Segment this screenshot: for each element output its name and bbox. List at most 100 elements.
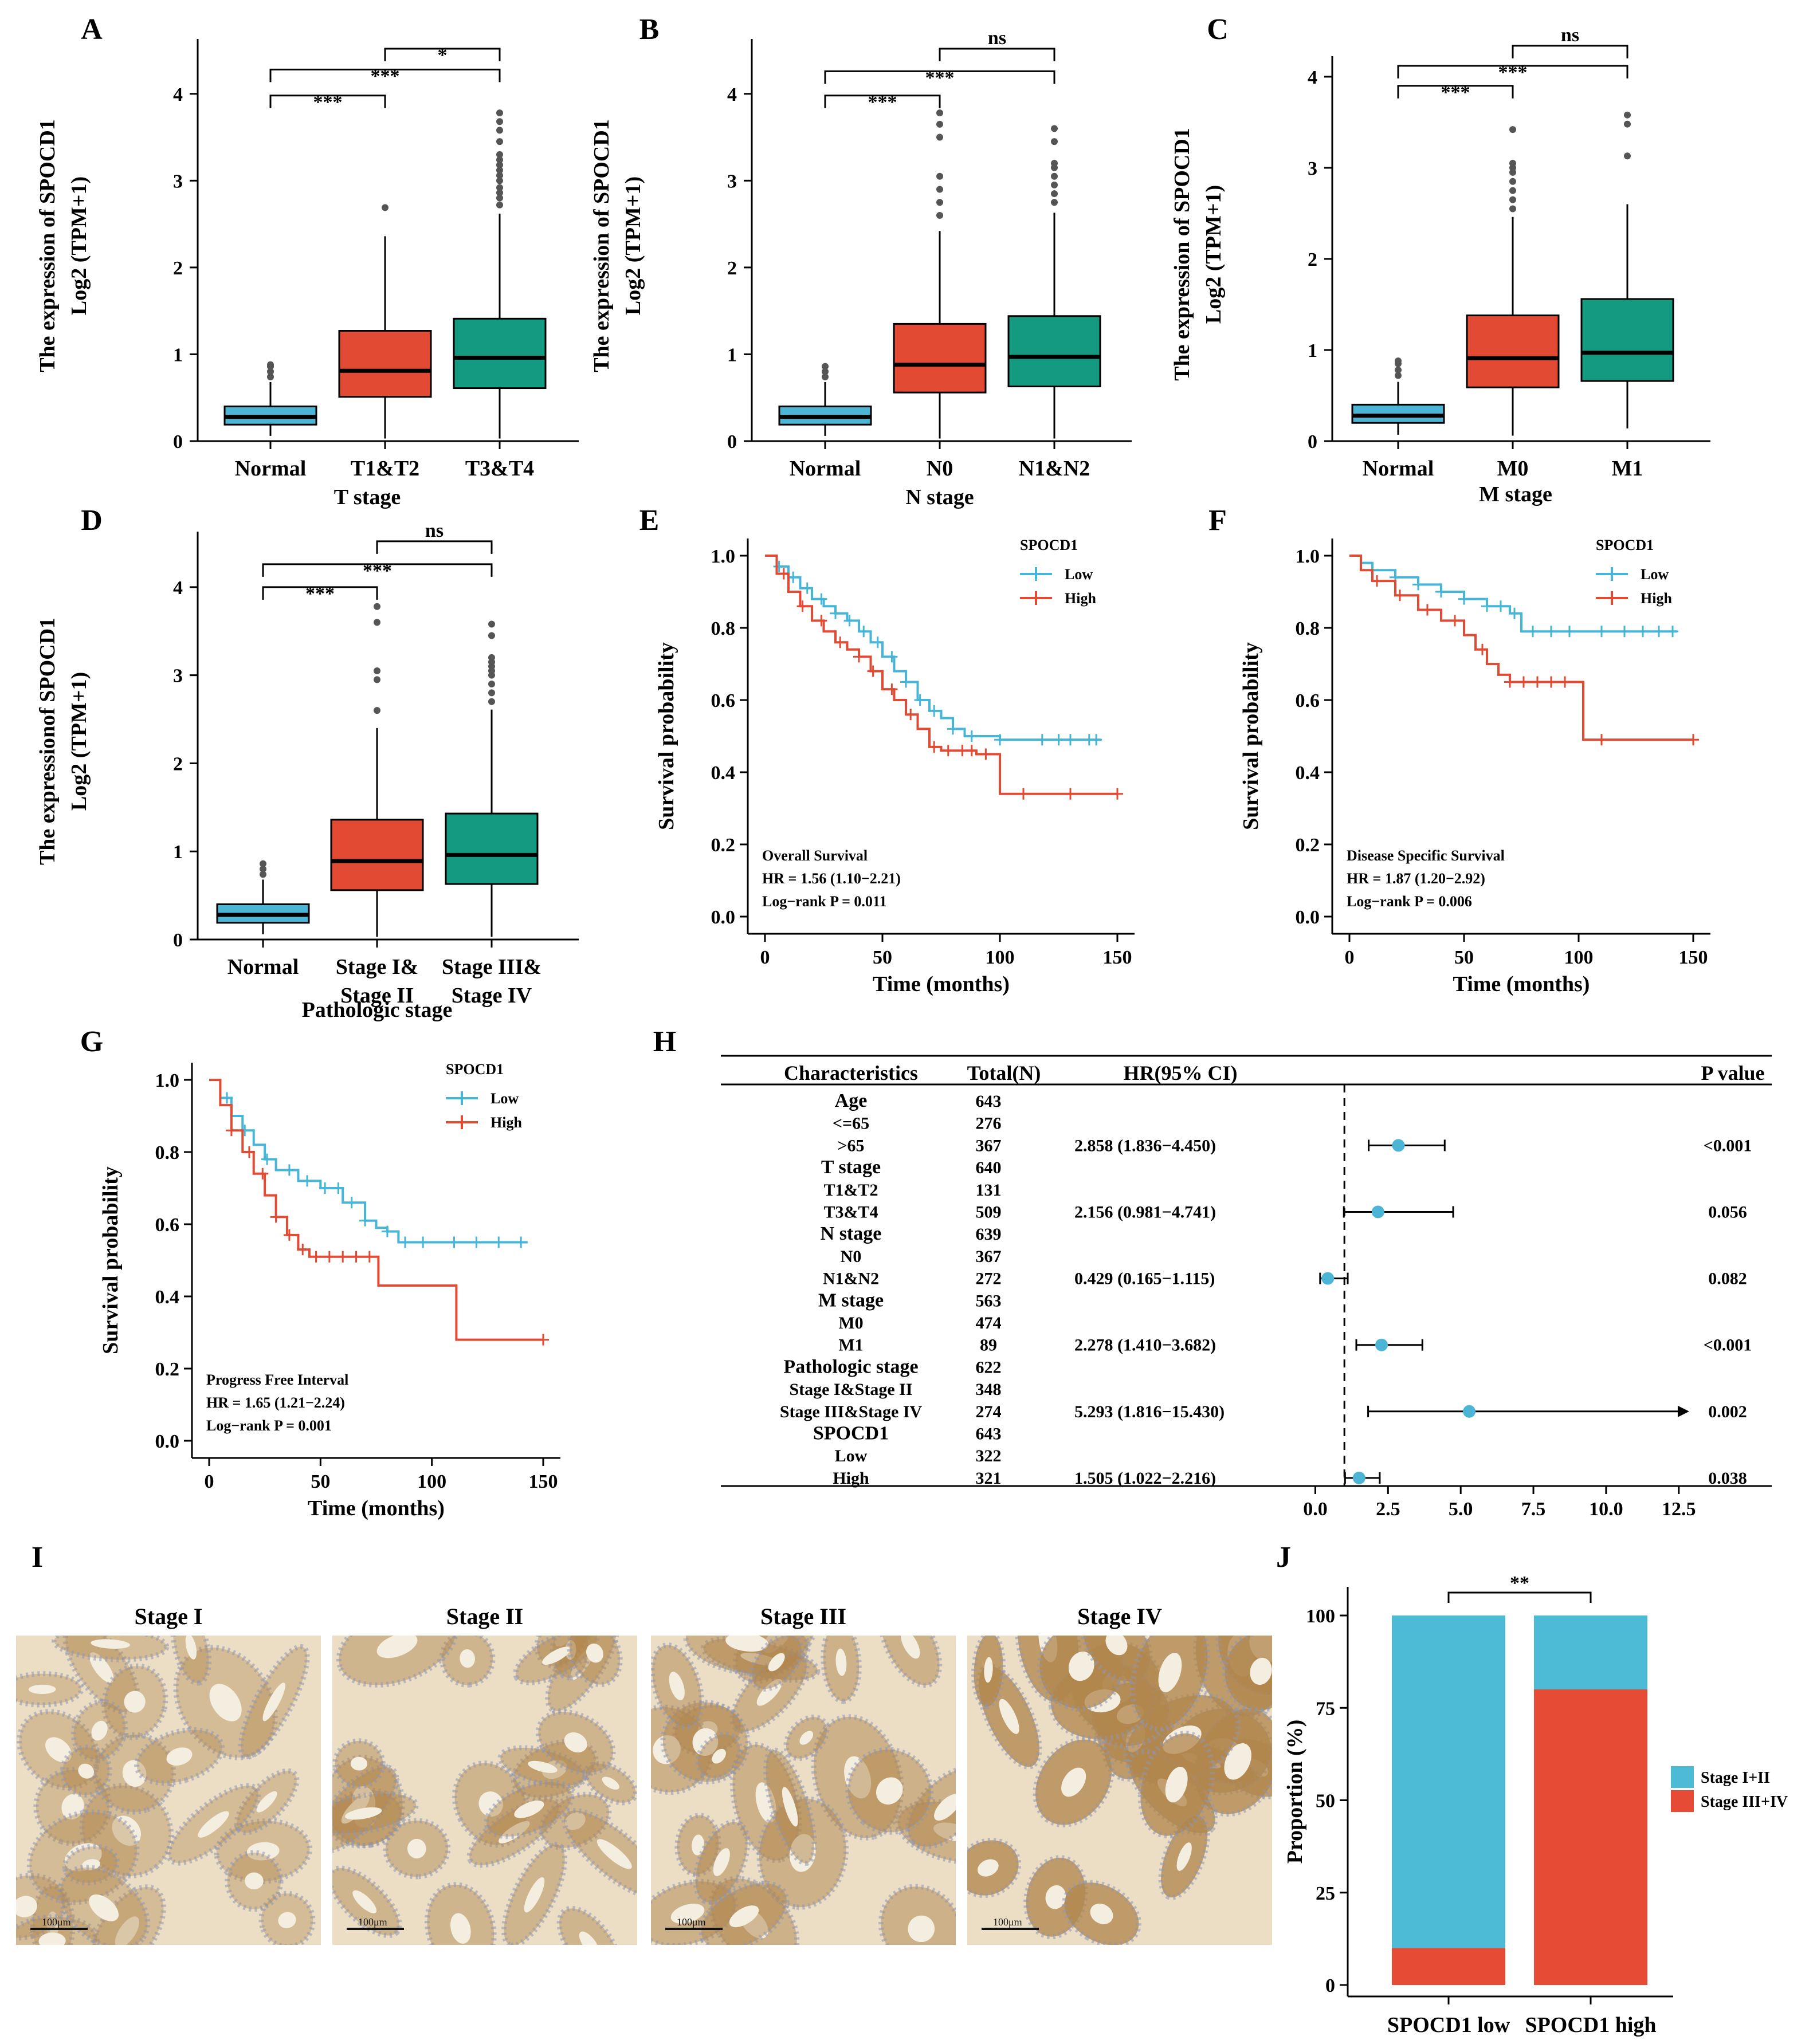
censor-mark [843,615,856,627]
outlier-point [260,860,266,867]
ihc-tile-1 [332,1636,637,1945]
gland-lumen [352,1890,377,1913]
censor-mark [858,626,870,638]
y-tick-label: 0.0 [155,1431,180,1452]
outlier-point [1624,111,1631,119]
row-hr: 0.429 (0.165−1.115) [1074,1269,1215,1288]
row-p-value: 0.056 [1708,1203,1747,1222]
gland-lumen [602,1776,619,1790]
gland-lumen [460,1649,475,1668]
outlier-point [496,162,503,169]
censor-mark [928,705,940,717]
outlier-point [822,373,829,380]
panel-h-forest-plot: H Characteristics Total(N) HR(95% CI) P valu… [653,1025,1772,1520]
gland-lumen [934,1794,956,1821]
y-tick-label: 1 [1308,340,1317,361]
gland-lumen [984,1657,993,1683]
legend-key [446,1115,478,1129]
gland-lumen [245,1872,264,1890]
censor-mark [815,593,827,605]
y-tick-label: 1 [173,344,183,365]
censor-mark [942,745,954,757]
censor-mark [257,1168,269,1180]
row-total: 89 [980,1336,997,1355]
panel-label: I [32,1541,43,1574]
censor-mark [221,1092,233,1104]
x-tick-label: 7.5 [1521,1499,1546,1520]
outlier-point [936,133,943,141]
y-tick-label: 0.2 [1296,835,1320,856]
outlier-point [822,368,829,375]
row-label: T3&T4 [823,1203,878,1222]
censor-mark [1532,676,1543,688]
panel-e-survival-plot: E 0.0 0.2 0.4 0.6 0.8 1.0 0 50 100 150 Survival pro… [639,504,1135,996]
row-label: T stage [821,1157,881,1178]
censor-mark [1688,734,1699,746]
y-axis-title: Survival probability [654,642,678,830]
censor-mark [778,568,790,580]
ihc-tile-2 [651,1636,956,1945]
y-tick-label: 0.2 [711,835,736,856]
gland-lumen [38,1932,66,1945]
censor-mark [1065,788,1076,800]
gland-lumen [16,1896,37,1917]
panel-label: E [639,504,660,537]
gland-lumen [554,1636,572,1647]
y-tick-label: 2 [727,258,737,279]
table-header: P value [1701,1062,1764,1084]
gland-lumen [597,1839,632,1869]
gland-lumen [729,1905,759,1928]
censor-mark [332,1182,344,1194]
box-1 [338,330,432,398]
row-label: M0 [838,1314,863,1332]
annotation-text: Disease Specific Survival [1347,847,1505,864]
outlier-point [488,689,495,697]
x-tick-label: 50 [1454,947,1474,968]
tissue-tint [967,1636,1272,1945]
y-tick-label: 0.2 [155,1359,180,1380]
gland-lumen [908,1915,935,1943]
ihc-tile-0 [16,1636,321,1945]
row-hr: 2.278 (1.410−3.682) [1074,1336,1216,1355]
gland-lumen [692,1834,704,1856]
category-label: Normal [790,457,861,481]
row-label: Low [835,1446,868,1465]
row-label: N stage [821,1223,882,1244]
hr-point [1352,1471,1365,1484]
y-tick-label: 1 [173,842,183,863]
tile-title: Stage I [135,1603,203,1629]
outlier-point [936,172,943,180]
censor-mark [1481,600,1493,612]
outlier-point [496,109,503,117]
y-tick-label: 0.6 [155,1214,180,1236]
x-tick-label: 0.0 [1303,1499,1328,1520]
censor-mark [225,1125,237,1137]
x-tick-label: 150 [529,1471,558,1492]
ihc-tile-3 [967,1636,1272,1945]
category-label: N1&N2 [1019,457,1090,481]
x-tick-label: 150 [1679,947,1708,968]
y-tick-label: 0.6 [1296,690,1320,712]
annotation-text: HR = 1.56 (1.10−2.21) [762,870,901,887]
significance-label: *** [925,67,955,88]
censor-mark [1504,676,1516,688]
censor-mark [1412,579,1424,591]
y-tick-label: 1.0 [711,546,736,567]
row-label: M1 [838,1336,863,1355]
tile-title: Stage II [446,1603,523,1629]
legend-key [1020,591,1052,605]
x-tick-label: 100 [1564,947,1594,968]
x-axis-title: Time (months) [1453,972,1590,996]
category-label: SPOCD1 high [1525,2013,1656,2037]
censor-mark [301,1175,313,1187]
scale-bar-label: 100μm [42,1916,71,1928]
censor-mark [417,1236,429,1248]
outlier-point [1624,152,1631,160]
significance-bracket [262,586,378,600]
censor-mark [243,1146,255,1158]
outlier-point [496,127,503,134]
censor-mark [886,651,898,663]
significance-label: ns [425,520,444,541]
row-p-value: 0.082 [1708,1269,1747,1288]
gland-lumen [713,1848,730,1876]
